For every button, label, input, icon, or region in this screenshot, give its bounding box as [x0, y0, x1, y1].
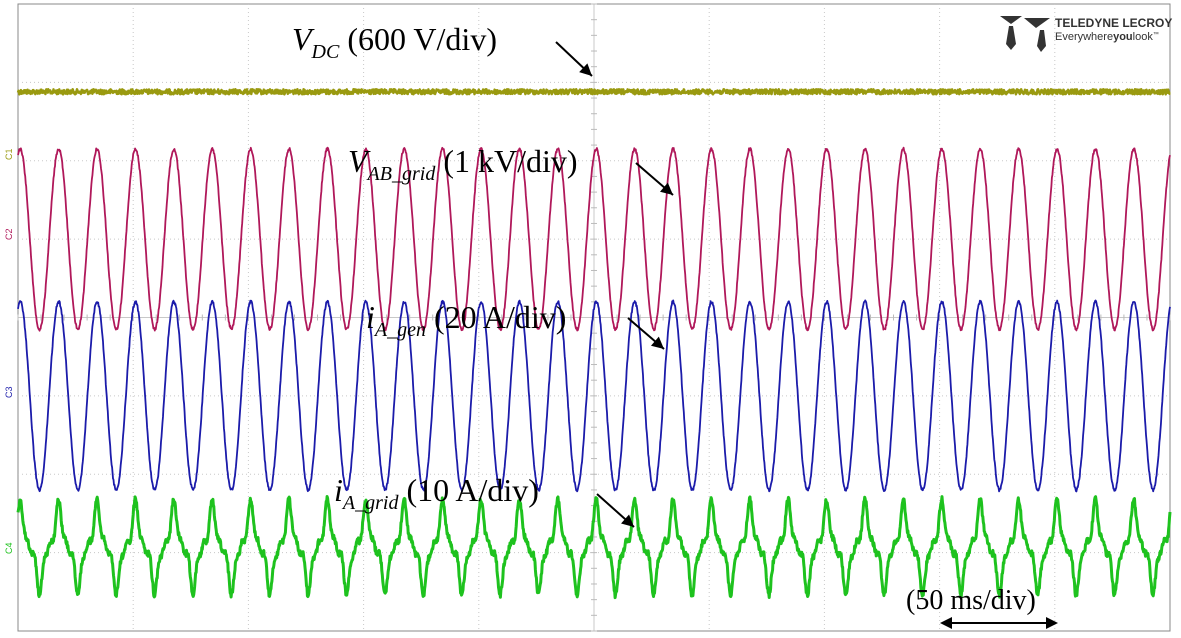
- grid: [17, 3, 1171, 632]
- trace-2: [17, 299, 1171, 493]
- trace-labels: VDC (600 V/div)VAB_grid (1 kV/div)iA_gen…: [292, 21, 578, 514]
- trace-label-scale: (600 V/div): [339, 21, 497, 57]
- trace-0: [16, 88, 1171, 96]
- arrowhead-icon: [650, 336, 664, 349]
- timebase-arrow-icon: [940, 617, 1058, 629]
- trace-label-subscript: A_grid: [341, 492, 400, 514]
- timebase-label: (50 ms/div): [906, 585, 1036, 616]
- logo-tagline: Everywhereyoulook™: [1055, 31, 1159, 43]
- trace-3: [16, 495, 1172, 600]
- traces: [16, 88, 1172, 600]
- trace-label-scale: (20 A/div): [426, 299, 566, 335]
- label-arrows: [555, 41, 674, 528]
- channel-marker-c1: C1: [4, 148, 14, 160]
- trace-label-0: VDC (600 V/div): [292, 21, 497, 63]
- channel-marker-c4: C4: [4, 542, 14, 554]
- trace-label-symbol: V: [292, 21, 315, 57]
- channel-marker-c2: C2: [4, 228, 14, 240]
- trace-label-scale: (1 kV/div): [435, 143, 577, 179]
- trace-label-scale: (10 A/div): [398, 472, 538, 508]
- channel-marker-c3: C3: [4, 386, 14, 398]
- logo-brand: TELEDYNE LECROY: [1055, 16, 1172, 30]
- trace-label-2: iA_gen (20 A/div): [366, 299, 566, 341]
- timebase-annotation: (50 ms/div): [906, 585, 1058, 629]
- trace-1: [17, 146, 1171, 332]
- trace-label-3: iA_grid (10 A/div): [334, 472, 539, 514]
- trace-label-1: VAB_grid (1 kV/div): [348, 143, 578, 185]
- trace-label-subscript: A_gen: [373, 319, 426, 341]
- channel-markers: C1 C2 C3 C4: [4, 148, 14, 554]
- trace-label-subscript: AB_grid: [366, 163, 437, 185]
- trace-label-symbol: i: [366, 299, 375, 335]
- arrowhead-icon: [659, 182, 673, 195]
- trace-label-symbol: i: [334, 472, 343, 508]
- logo-mark-icon: [1000, 16, 1050, 52]
- arrowhead-icon: [621, 514, 634, 527]
- trace-label-symbol: V: [348, 143, 371, 179]
- teledyne-lecroy-logo: TELEDYNE LECROY Everywhereyoulook™: [1000, 16, 1172, 52]
- arrowhead-icon: [579, 63, 592, 76]
- trace-label-subscript: DC: [311, 41, 340, 63]
